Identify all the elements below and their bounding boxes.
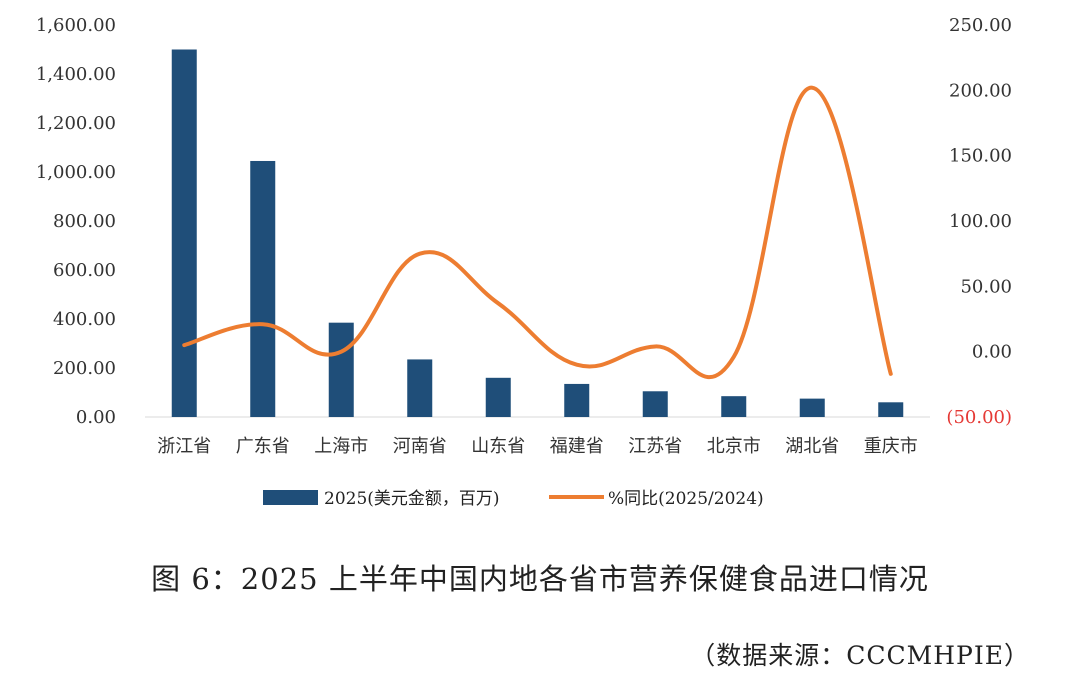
right-tick-label: 100.00 bbox=[949, 211, 1012, 232]
bar bbox=[642, 391, 668, 417]
bar bbox=[407, 359, 433, 417]
category-label: 河南省 bbox=[393, 436, 447, 457]
category-label: 浙江省 bbox=[157, 436, 211, 457]
legend-swatch-bar bbox=[263, 490, 318, 505]
left-tick-label: 1,400.00 bbox=[36, 64, 116, 85]
category-label: 广东省 bbox=[236, 436, 290, 457]
left-tick-label: 1,600.00 bbox=[36, 15, 116, 36]
bar bbox=[878, 402, 904, 417]
chart: 0.00 200.00 400.00 600.00 800.00 1,000.00 1,20… bbox=[36, 15, 1012, 509]
bar bbox=[721, 396, 747, 417]
right-tick-label: 200.00 bbox=[949, 80, 1012, 101]
category-label: 北京市 bbox=[707, 436, 761, 457]
bar bbox=[485, 377, 511, 417]
bar bbox=[250, 160, 276, 417]
left-tick-label: 400.00 bbox=[53, 309, 116, 330]
right-tick-label: 50.00 bbox=[960, 276, 1012, 297]
bar-series bbox=[171, 49, 904, 417]
legend-label-line: %同比(2025/2024) bbox=[608, 489, 764, 509]
left-axis: 0.00 200.00 400.00 600.00 800.00 1,000.00 1,20… bbox=[36, 15, 116, 428]
left-tick-label: 1,000.00 bbox=[36, 162, 116, 183]
category-labels: 浙江省 广东省 上海市 河南省 山东省 福建省 江苏省 北京市 湖北省 重庆市 bbox=[157, 436, 918, 457]
category-label: 重庆市 bbox=[864, 436, 918, 457]
left-tick-label: 1,200.00 bbox=[36, 113, 116, 134]
left-tick-label: 200.00 bbox=[53, 358, 116, 379]
figure-caption: 图 6：2025 上半年中国内地各省市营养保健食品进口情况 bbox=[151, 562, 929, 596]
category-label: 江苏省 bbox=[628, 436, 682, 457]
right-tick-label: 150.00 bbox=[949, 146, 1012, 167]
category-label: 福建省 bbox=[550, 436, 604, 457]
right-tick-label: (50.00) bbox=[946, 407, 1012, 428]
category-label: 湖北省 bbox=[785, 436, 839, 457]
right-tick-label: 250.00 bbox=[949, 15, 1012, 36]
bar bbox=[171, 49, 197, 417]
bar bbox=[564, 383, 590, 417]
left-tick-label: 0.00 bbox=[76, 407, 116, 428]
bar bbox=[799, 398, 825, 417]
category-label: 上海市 bbox=[314, 436, 368, 457]
left-tick-label: 800.00 bbox=[53, 211, 116, 232]
legend-label-bar: 2025(美元金额，百万) bbox=[324, 489, 500, 509]
left-tick-label: 600.00 bbox=[53, 260, 116, 281]
data-source: （数据来源：CCCMHPIE） bbox=[690, 641, 1030, 670]
legend: 2025(美元金额，百万) %同比(2025/2024) bbox=[263, 489, 764, 509]
right-tick-label: 0.00 bbox=[972, 342, 1012, 363]
line-series bbox=[182, 85, 893, 380]
right-axis: (50.00) 0.00 50.00 100.00 150.00 200.00 250.00 bbox=[946, 15, 1012, 428]
bar bbox=[328, 322, 354, 417]
category-label: 山东省 bbox=[471, 436, 525, 457]
